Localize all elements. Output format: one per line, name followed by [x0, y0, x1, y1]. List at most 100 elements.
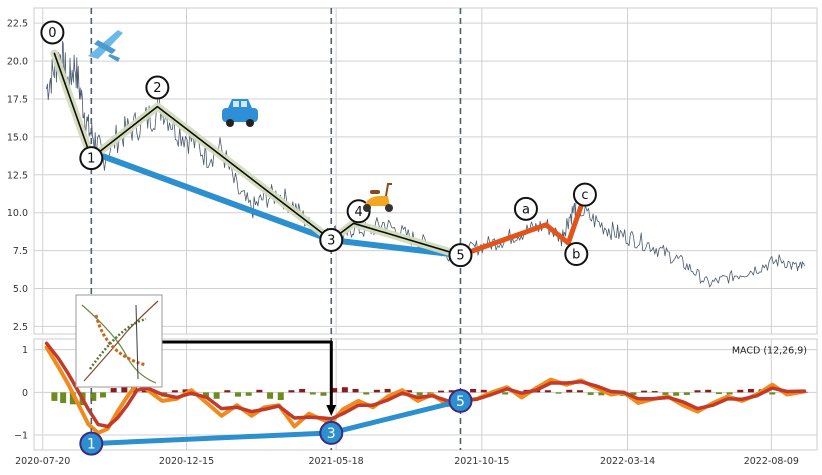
wave-diagram-thumbnail-icon: [75, 294, 163, 388]
car-wheel-b: [246, 119, 254, 127]
macd-histogram-bar: [121, 384, 128, 393]
correction-wave-line: [458, 204, 584, 258]
x-tick-label: 2022-08-09: [744, 456, 799, 467]
macd-y-tick-label: 0: [22, 388, 28, 399]
wave-marker-a-circle: [513, 196, 538, 221]
inset-curve-b: [83, 300, 159, 382]
macd-wave-marker-5-label: 5: [456, 394, 465, 410]
wave-marker-2-label: 2: [153, 81, 161, 96]
signal-line: [44, 341, 807, 429]
macd-histogram-bar: [769, 392, 776, 395]
macd-wave-marker-3-label: 3: [327, 426, 336, 442]
x-tick-label: 2020-12-15: [159, 456, 214, 467]
x-tick-label: 2020-07-20: [15, 456, 70, 467]
car-window-b: [241, 101, 247, 107]
macd-y-tick-label: 1: [22, 345, 28, 356]
macd-legend-text: MACD (12,26,9): [732, 346, 807, 357]
scooter-wheel-b: [385, 204, 393, 212]
macd-histogram-bar: [555, 392, 562, 394]
wave-marker-c-circle: [572, 182, 597, 207]
macd-histogram-bar: [544, 390, 551, 393]
macd-histogram-bar: [502, 392, 509, 395]
car-roof: [228, 99, 252, 108]
x-tick-label: 2021-05-18: [309, 456, 364, 467]
wave-marker-5-label: 5: [456, 249, 464, 264]
wave-marker-3-label: 3: [327, 233, 335, 248]
price-y-tick-label: 20.0: [7, 57, 28, 68]
minor-wave-line: [53, 52, 462, 256]
macd-histogram-bar: [213, 392, 220, 399]
macd-histogram-bar: [341, 387, 348, 393]
macd-histogram-bar: [110, 388, 117, 393]
macd-histogram-bar: [630, 392, 637, 395]
macd-histogram-bar: [182, 389, 189, 393]
inset-connector-arrowhead: [326, 405, 337, 416]
macd-histogram-bar: [99, 392, 106, 398]
wave-marker-b-circle: [564, 242, 589, 267]
macd-histogram-bar: [448, 390, 455, 393]
macd-histogram-bar: [598, 392, 605, 396]
macd-histogram-bar: [224, 390, 231, 393]
airplane-wing: [94, 40, 116, 54]
macd-histogram-bar: [438, 390, 445, 393]
wave-marker-1-label: 1: [87, 152, 95, 167]
macd-histogram-bar: [470, 388, 477, 393]
wave-marker-c-label: c: [581, 188, 588, 203]
macd-histogram-bar: [641, 390, 648, 393]
macd-histogram-bar: [363, 392, 370, 395]
wave-marker-b-label: b: [572, 248, 580, 263]
macd-histogram-bar: [352, 388, 359, 393]
wave-marker-2-circle: [145, 75, 170, 100]
macd-histogram-bar: [299, 388, 306, 393]
macd-histogram-bar: [480, 389, 487, 393]
macd-histogram-bar: [60, 392, 67, 404]
macd-histogram-bar: [576, 390, 583, 393]
price-y-tick-label: 2.5: [13, 322, 28, 333]
macd-wave-marker-1-label: 1: [87, 437, 96, 453]
macd-histogram-bar: [51, 392, 58, 401]
macd-histogram-bar: [320, 392, 327, 396]
macd-histogram-bar: [373, 389, 380, 393]
macd-histogram-bar: [202, 392, 209, 398]
x-tick-label: 2022-03-14: [600, 456, 655, 467]
car-window-a: [233, 101, 239, 107]
macd-histogram-bar: [235, 392, 242, 397]
macd-histogram-bar: [171, 390, 178, 393]
price-y-tick-label: 5.0: [13, 284, 28, 295]
macd-histogram-bar: [277, 392, 284, 401]
wave-marker-0-circle: [40, 20, 65, 45]
macd-histogram-bar: [288, 390, 295, 393]
wave-marker-a-label: a: [522, 202, 530, 217]
price-y-tick-label: 15.0: [7, 132, 28, 143]
inset-curve-d: [88, 317, 147, 370]
inset-connector-line: [158, 340, 333, 412]
inset-axis: [135, 304, 139, 380]
x-tick-label: 2021-10-15: [454, 456, 509, 467]
macd-histogram-bar: [256, 389, 263, 393]
macd-histogram-bar: [737, 389, 744, 393]
macd-histogram-bar: [245, 392, 252, 396]
macd-histogram-bar: [405, 390, 412, 393]
macd-histogram-bar: [587, 392, 594, 395]
wave-marker-5-circle: [448, 243, 473, 268]
scooter-wheel-a: [363, 204, 371, 212]
macd-histogram-bar: [416, 392, 423, 396]
macd-histogram-bar: [90, 392, 97, 401]
price-y-tick-label: 7.5: [13, 246, 28, 257]
macd-histogram-bar: [726, 392, 733, 395]
wave-marker-1-circle: [79, 146, 104, 171]
scooter-body: [364, 196, 390, 206]
macd-histogram-bar: [651, 391, 658, 393]
macd-histogram-bar: [747, 388, 754, 393]
macd-wave-marker-5-circle: [448, 388, 473, 413]
airplane-tail: [108, 54, 120, 62]
wave-marker-0-label: 0: [48, 26, 56, 41]
macd-histogram-bar: [384, 388, 391, 393]
car-icon: [222, 99, 258, 127]
macd-histogram-bar: [566, 389, 573, 393]
macd-histogram-bar: [309, 392, 316, 395]
macd-histogram-bar: [69, 392, 76, 405]
macd-histogram-bar: [705, 389, 712, 393]
price-y-tick-label: 22.5: [7, 19, 28, 30]
